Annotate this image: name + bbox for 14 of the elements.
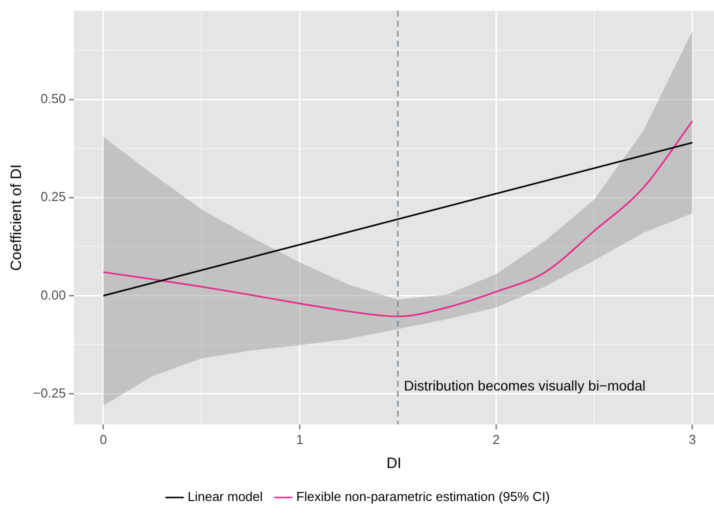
y-tick-label: 0.50 (40, 91, 66, 106)
line-series (102, 120, 694, 318)
y-tick-label: 0.25 (40, 189, 66, 204)
y-axis-title: Coefficient of DI (8, 164, 26, 271)
y-tick-label: 0.00 (40, 287, 66, 302)
x-tick-label: 3 (688, 432, 696, 447)
x-tick-label: 2 (492, 432, 500, 447)
legend-label: Linear model (188, 489, 263, 504)
legend-label: Flexible non-parametric estimation (95% CI) (296, 489, 550, 504)
x-tick-label: 1 (296, 432, 304, 447)
y-tick-label: −0.25 (32, 385, 66, 400)
ref-line-label: Distribution becomes visually bi−modal (404, 377, 646, 394)
x-tick-label: 0 (100, 432, 107, 447)
x-axis-title: DI (386, 455, 402, 472)
